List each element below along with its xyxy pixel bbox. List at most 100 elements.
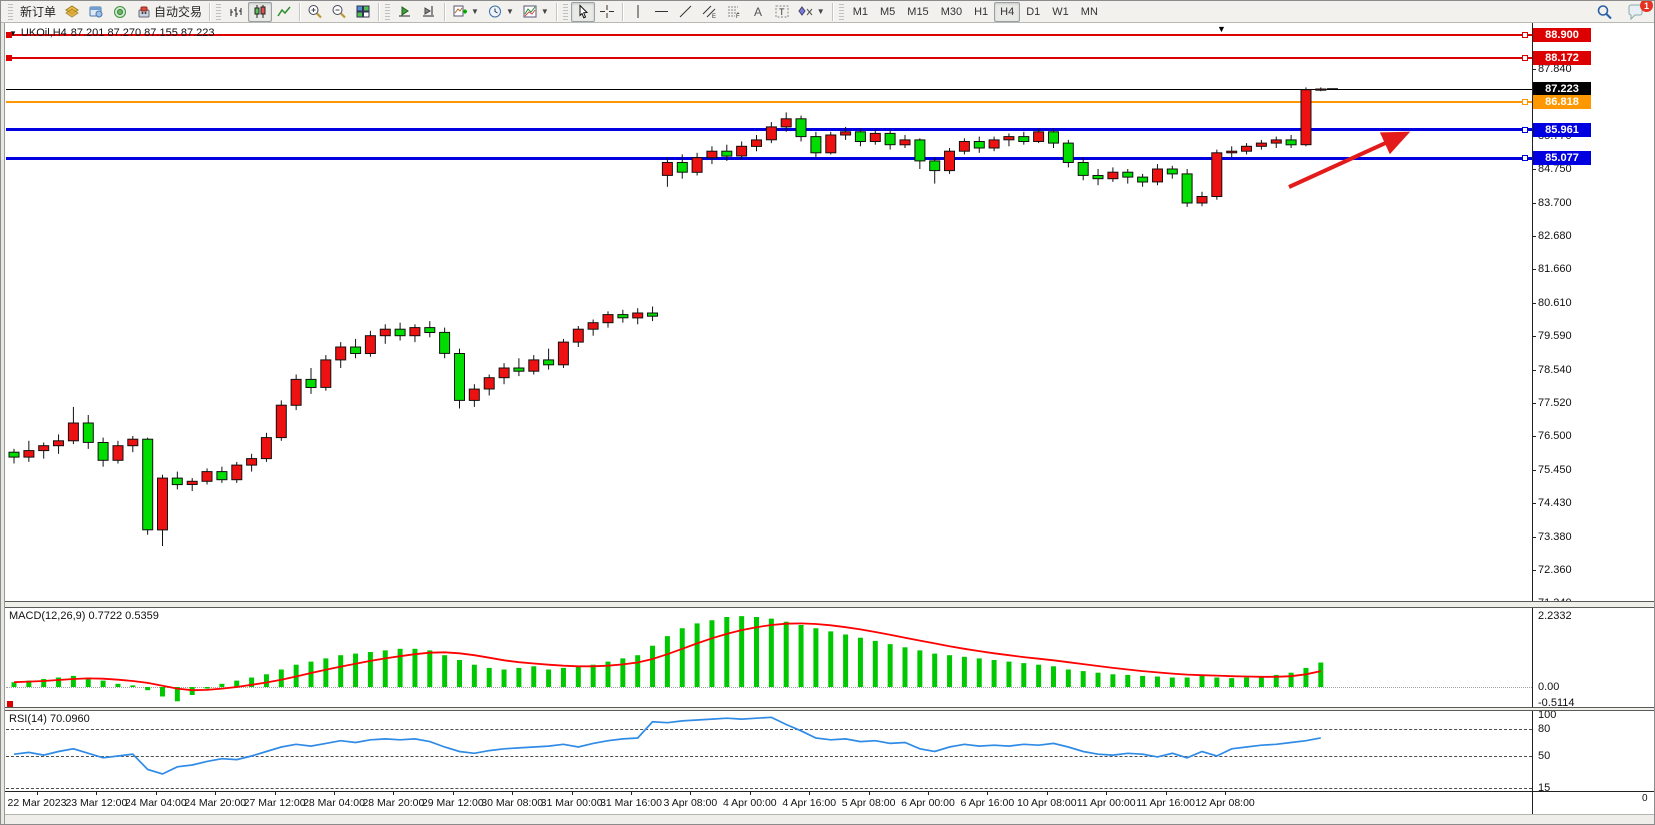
trendline-tool-button[interactable] xyxy=(674,2,698,22)
alerts-button[interactable] xyxy=(108,2,132,22)
x-tick-label: 28 Mar 20:00 xyxy=(362,797,425,809)
chart-shift-button[interactable] xyxy=(417,2,441,22)
line-handle[interactable] xyxy=(1522,55,1528,62)
search-button[interactable] xyxy=(1592,2,1617,22)
line-handle[interactable] xyxy=(6,55,12,62)
x-tick-label: 27 Mar 12:00 xyxy=(243,797,306,809)
level-line-87.223[interactable] xyxy=(6,88,1532,90)
candlestick-chart-button[interactable] xyxy=(248,1,273,22)
zoom-out-button[interactable] xyxy=(327,2,351,22)
timeframe-H4[interactable]: H4 xyxy=(994,1,1021,22)
y-tick-label: 76.500 xyxy=(1538,430,1572,442)
y-tick-mark xyxy=(1532,403,1536,404)
price-badge-88.172: 88.172 xyxy=(1533,51,1591,66)
line-chart-button[interactable] xyxy=(272,2,296,22)
x-tick-label: 31 Mar 16:00 xyxy=(600,797,662,809)
y-tick-label: 77.520 xyxy=(1538,397,1572,409)
line-handle[interactable] xyxy=(1522,126,1528,133)
new-order-button[interactable]: 新订单 xyxy=(16,2,60,22)
timeframe-M30[interactable]: M30 xyxy=(940,5,963,18)
panel-splitter-macd[interactable] xyxy=(1,601,1654,608)
tile-windows-icon xyxy=(355,4,371,19)
cursor-tool-button[interactable] xyxy=(570,1,595,22)
chart-ohlc-values: 87.201 87.270 87.155 87.223 xyxy=(70,27,215,39)
y-tick-mark xyxy=(1532,570,1536,571)
price-badge-85.961: 85.961 xyxy=(1533,122,1591,137)
y-tick-label: 81.660 xyxy=(1538,263,1572,275)
templates-button[interactable]: ▼ xyxy=(518,2,553,22)
shapes-tool-button[interactable]: ▼ xyxy=(794,2,829,22)
rsi-zero-label: 0 xyxy=(1642,793,1648,804)
x-tick-mark xyxy=(37,791,38,795)
line-handle[interactable] xyxy=(6,31,12,38)
x-tick-label: 4 Apr 00:00 xyxy=(722,797,777,809)
autotrading-button[interactable]: 自动交易 xyxy=(132,2,206,22)
notifications-button[interactable]: 1 xyxy=(1623,1,1653,22)
horizontal-scrollbar[interactable] xyxy=(1,814,1654,824)
fibonacci-tool-button[interactable]: F xyxy=(722,2,746,22)
price-badge-86.818: 86.818 xyxy=(1533,95,1591,110)
level-line-88.900[interactable] xyxy=(6,33,1532,36)
vertical-line-tool-button[interactable] xyxy=(626,2,650,22)
timeframe-H1[interactable]: H1 xyxy=(974,5,989,18)
time-axis[interactable]: 22 Mar 2023 23 Mar 12:00 24 Mar 04:00 24 Ma… xyxy=(1,791,1654,814)
line-handle[interactable] xyxy=(1522,155,1528,162)
x-tick-mark xyxy=(987,791,989,795)
zoom-in-button[interactable] xyxy=(303,2,327,22)
indicators-dropdown-caret[interactable]: ▼ xyxy=(471,7,479,16)
channel-tool-button[interactable]: E xyxy=(698,2,722,22)
panel-splitter-rsi[interactable] xyxy=(1,707,1654,711)
price-badge-87.223: 87.223 xyxy=(1533,82,1591,96)
indicators-button[interactable]: ▼ xyxy=(448,2,483,22)
x-tick-mark xyxy=(96,791,98,795)
chart-shift-marker-icon[interactable]: ▼ xyxy=(1217,24,1226,34)
text-icon: A xyxy=(750,4,766,19)
timeframe-M15[interactable]: M15 xyxy=(907,5,929,18)
level-line-85.077[interactable] xyxy=(6,156,1532,160)
auto-scroll-button[interactable] xyxy=(393,2,417,22)
toolbar-grip[interactable] xyxy=(8,3,13,20)
timeframe-W1[interactable]: W1 xyxy=(1052,5,1069,18)
periods-dropdown-caret[interactable]: ▼ xyxy=(505,7,514,16)
macd-panel[interactable] xyxy=(1,608,1655,708)
periods-button[interactable]: ▼ xyxy=(483,2,518,22)
candlestick-icon xyxy=(252,4,268,19)
tile-windows-button[interactable] xyxy=(351,2,375,22)
level-line-88.172[interactable] xyxy=(6,57,1532,60)
x-tick-label: 11 Apr 00:00 xyxy=(1076,797,1136,809)
crosshair-tool-button[interactable] xyxy=(595,2,619,22)
shapes-dropdown-caret[interactable]: ▼ xyxy=(816,7,825,16)
macd-tick-label: 0.00 xyxy=(1538,681,1560,693)
line-handle[interactable] xyxy=(7,701,13,707)
line-handle[interactable] xyxy=(1522,99,1528,106)
y-tick-mark xyxy=(1532,303,1536,304)
new-order-label: 新订单 xyxy=(20,5,57,19)
timeframe-D1[interactable]: D1 xyxy=(1026,5,1041,18)
timeframe-group: M1 M5 M15 M30 H1 H4 D1 W1 MN xyxy=(847,1,1104,22)
timeframe-M1[interactable]: M1 xyxy=(852,5,868,18)
rsi-tick-label: 15 xyxy=(1538,781,1551,794)
new-chart-icon xyxy=(64,4,80,19)
indicators-icon xyxy=(452,4,468,19)
bar-chart-button[interactable] xyxy=(224,2,248,22)
bar-chart-icon xyxy=(228,4,244,19)
level-line-86.818[interactable] xyxy=(6,101,1532,104)
new-chart-button[interactable] xyxy=(60,2,84,22)
templates-dropdown-caret[interactable]: ▼ xyxy=(540,7,549,16)
timeframe-M5[interactable]: M5 xyxy=(880,5,896,18)
chart-dropdown-icon[interactable]: ▼ xyxy=(9,28,17,38)
x-tick-mark xyxy=(809,791,811,795)
horizontal-line-tool-button[interactable] xyxy=(650,2,674,22)
rsi-label: RSI(14) 70.0960 xyxy=(9,713,90,725)
rsi-tick-label: 100 xyxy=(1538,709,1557,721)
profiles-button[interactable] xyxy=(84,2,108,22)
x-tick-label: 3 Apr 08:00 xyxy=(663,797,718,809)
line-handle[interactable] xyxy=(1522,31,1528,38)
y-tick-label: 73.380 xyxy=(1538,531,1572,543)
label-tool-button[interactable]: T xyxy=(770,2,794,22)
text-tool-button[interactable]: A xyxy=(746,2,770,22)
timeframe-MN[interactable]: MN xyxy=(1080,5,1098,18)
rsi-panel[interactable] xyxy=(1,711,1655,791)
